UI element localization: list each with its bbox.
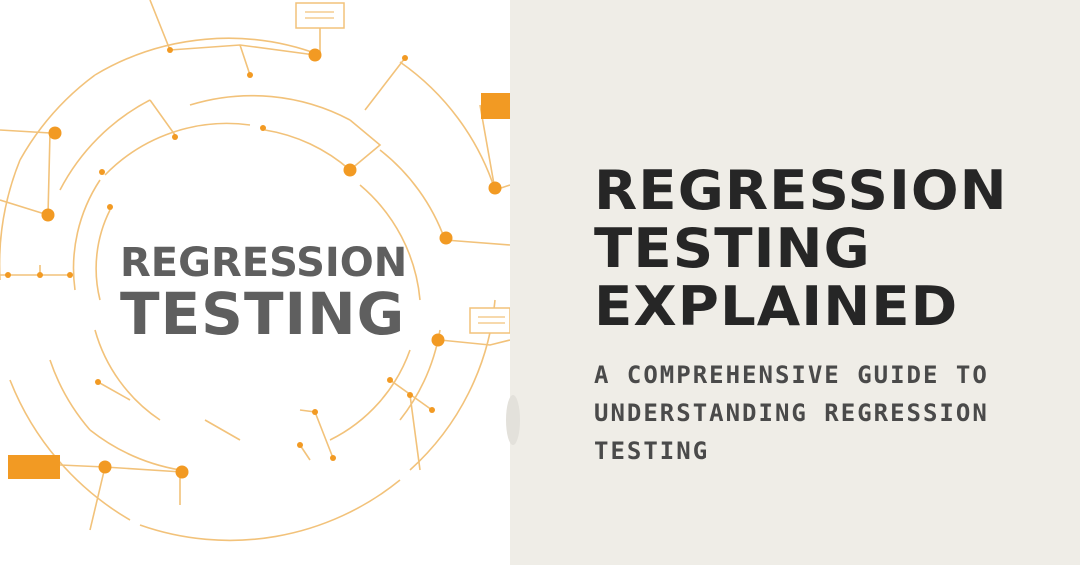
circuit-illustration [0,0,510,542]
illustration-title-line2: TESTING [120,280,406,348]
illustration-title-line1: REGRESSION [120,240,408,286]
illustration-panel: REGRESSION TESTING [0,0,510,565]
document-box-lines [305,11,505,324]
illustration-title: REGRESSION TESTING [120,243,410,343]
subtitle: A COMPREHENSIVE GUIDE TO UNDERSTANDING R… [594,361,989,465]
edge-shadow [506,395,520,445]
orange-blocks [8,93,510,479]
document-boxes [295,2,510,334]
circuit-lines [0,0,510,542]
title-line3: EXPLAINED [594,275,959,338]
title-line1: REGRESSION [594,159,1008,222]
title-line2: TESTING [594,217,871,280]
headline-panel: REGRESSION TESTING EXPLAINED A COMPREHEN… [506,0,1080,565]
circuit-nodes [5,47,502,479]
page-title: REGRESSION TESTING EXPLAINED [594,162,1080,336]
